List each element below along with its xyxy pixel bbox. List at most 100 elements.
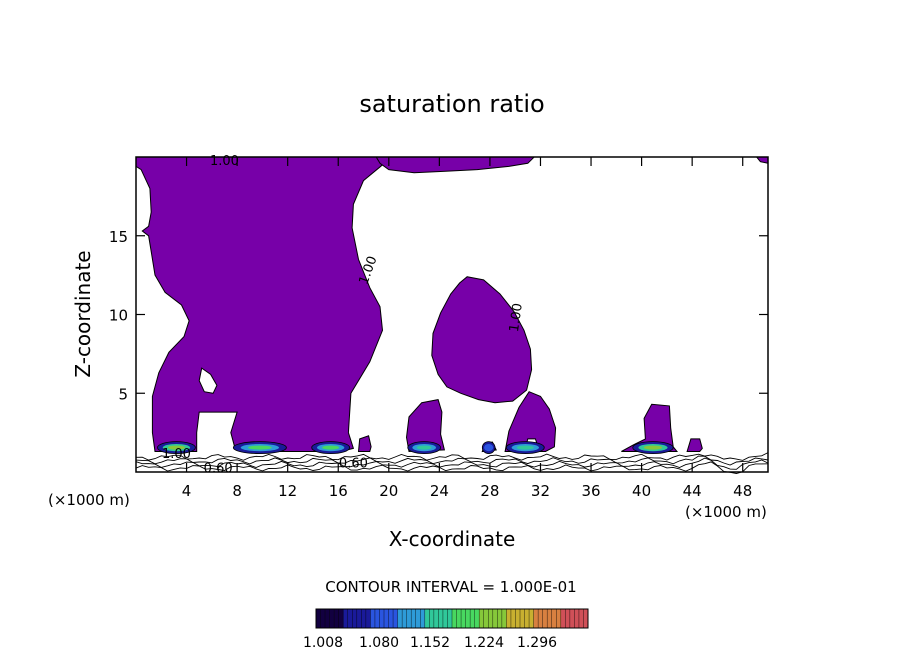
supersaturation-hotspots <box>157 441 674 454</box>
x-tick-label-28: 28 <box>480 482 499 500</box>
x-units-right: (×1000 m) <box>685 503 767 521</box>
x-tick-label-44: 44 <box>683 482 702 500</box>
region-large-plume <box>135 156 384 452</box>
hotspot-4 <box>407 441 442 454</box>
colorbar-cell <box>325 609 330 628</box>
colorbar-cell <box>551 609 557 628</box>
colorbar-cell <box>316 609 321 628</box>
region-blob-41 <box>621 403 679 452</box>
colorbar-cell <box>456 609 462 628</box>
colorbar-cell <box>556 609 562 628</box>
colorbar-cell <box>497 609 503 628</box>
x-tick-label-36: 36 <box>581 482 600 500</box>
colorbar-cell <box>384 609 389 628</box>
colorbar-cell <box>334 609 339 628</box>
hole-5 <box>198 367 218 394</box>
colorbar-cell <box>452 609 457 628</box>
colorbar-cell <box>320 609 326 628</box>
y-tick-label-5: 5 <box>118 385 128 403</box>
y-axis-label: Z-coordinate <box>71 250 95 377</box>
colorbar-cell <box>415 609 421 628</box>
colorbar-cell <box>429 609 435 628</box>
colorbar-cell <box>393 609 398 628</box>
colorbar-label-5: 1.296 <box>517 635 557 651</box>
x-tick-label-24: 24 <box>430 482 449 500</box>
colorbar-cell <box>420 609 426 628</box>
colorbar-cell <box>411 609 417 628</box>
contour-label-5: 0.60 <box>204 461 233 476</box>
colorbar-cell <box>529 609 534 628</box>
colorbar-cell <box>565 609 571 628</box>
hotspot-7 <box>481 441 496 454</box>
contour-label-4: 1.00 <box>162 447 191 462</box>
surface-contour-0.6 <box>135 461 769 474</box>
colorbar-cell <box>501 609 507 628</box>
colorbar-cell <box>538 609 543 628</box>
colorbar-cell <box>356 609 362 628</box>
contour-label-1: 1.00 <box>210 154 239 169</box>
colorbar-cell <box>470 609 475 628</box>
colorbar-cell <box>461 609 466 628</box>
x-axis-label: X-coordinate <box>389 527 516 551</box>
colorbar-cell <box>506 609 512 628</box>
colorbar-cell <box>397 609 403 628</box>
colorbar-cell <box>578 609 584 628</box>
region-blob-19 <box>357 435 372 452</box>
colorbar-cell <box>406 609 412 628</box>
colorbar-cell <box>329 609 335 628</box>
region-mid-blob <box>431 276 533 404</box>
x-tick-label-16: 16 <box>329 482 348 500</box>
colorbar-label-4: 1.224 <box>464 635 504 651</box>
colorbar-cell <box>365 609 371 628</box>
region-blob-22 <box>405 399 446 453</box>
colorbar-cell <box>492 609 498 628</box>
colorbar-cell <box>388 609 394 628</box>
colorbar-cell <box>338 609 344 628</box>
colorbar-cell <box>374 609 380 628</box>
colorbar-label-1: 1.008 <box>303 635 343 651</box>
colorbar-border <box>315 608 589 629</box>
region-corner-49 <box>755 156 769 164</box>
region-blob-30 <box>504 391 557 452</box>
colorbar-label-3: 1.152 <box>410 635 450 651</box>
colorbar-cell <box>347 609 353 628</box>
surface-contour-0.9 <box>135 452 769 461</box>
hotspot-1 <box>157 441 196 454</box>
colorbar-cell <box>560 609 566 628</box>
colorbar-cell <box>520 609 525 628</box>
colorbar-cell <box>533 609 539 628</box>
colorbar-cell <box>488 609 494 628</box>
colorbar-cell <box>542 609 548 628</box>
colorbar-label-2: 1.080 <box>359 635 399 651</box>
surface-contour-0.7 <box>135 457 769 470</box>
colorbar-cell <box>352 609 358 628</box>
x-tick-label-20: 20 <box>379 482 398 500</box>
x-tick-label-8: 8 <box>232 482 242 500</box>
colorbar-cell <box>370 609 376 628</box>
colorbar-cell <box>547 609 553 628</box>
y-tick-label-10: 10 <box>109 307 128 325</box>
contour-label-3: 1.00 <box>507 302 526 333</box>
colorbar-cell <box>479 609 485 628</box>
contour-interval-text: CONTOUR INTERVAL = 1.000E-01 <box>325 578 576 596</box>
colorbar-cell <box>343 609 349 628</box>
colorbar-cell <box>433 609 439 628</box>
hotspot-5 <box>505 441 545 454</box>
surface-contour-0.8 <box>135 455 769 466</box>
colorbar-cell <box>424 609 430 628</box>
colorbar-cell <box>583 609 589 628</box>
x-tick-label-40: 40 <box>632 482 651 500</box>
surface-contour-lines <box>135 452 769 474</box>
saturated-regions <box>135 156 769 453</box>
hotspot-2 <box>232 441 287 454</box>
colorbar-cell <box>524 609 530 628</box>
region-blob-43 <box>686 438 703 452</box>
x-tick-label-48: 48 <box>733 482 752 500</box>
hotspot-3 <box>311 441 351 454</box>
y-tick-label-15: 15 <box>109 228 128 246</box>
x-tick-label-32: 32 <box>531 482 550 500</box>
region-upper-strip <box>375 156 536 174</box>
x-units-left: (×1000 m) <box>48 491 130 509</box>
contour-label-2: 1.00 <box>357 254 381 286</box>
